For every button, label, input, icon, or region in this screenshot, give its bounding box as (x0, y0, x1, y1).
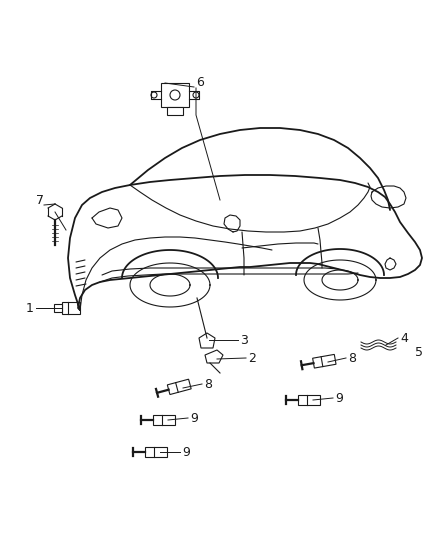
Text: 9: 9 (190, 411, 198, 424)
Text: 9: 9 (335, 392, 343, 405)
Text: 5: 5 (415, 345, 423, 359)
Polygon shape (199, 333, 215, 348)
Polygon shape (167, 107, 183, 115)
Text: 2: 2 (248, 351, 256, 365)
Polygon shape (145, 447, 167, 457)
Polygon shape (153, 415, 175, 425)
Text: 8: 8 (204, 377, 212, 391)
Text: 6: 6 (196, 76, 204, 88)
Polygon shape (54, 304, 62, 312)
Text: 3: 3 (240, 334, 248, 346)
Polygon shape (62, 302, 80, 314)
Text: 4: 4 (400, 332, 408, 344)
Polygon shape (313, 354, 336, 368)
Polygon shape (205, 350, 223, 363)
Text: 1: 1 (26, 302, 34, 314)
Text: 8: 8 (348, 351, 356, 365)
Text: 9: 9 (182, 446, 190, 458)
Polygon shape (167, 379, 191, 394)
Text: 7: 7 (36, 193, 44, 206)
Polygon shape (161, 83, 189, 107)
Polygon shape (298, 395, 321, 405)
